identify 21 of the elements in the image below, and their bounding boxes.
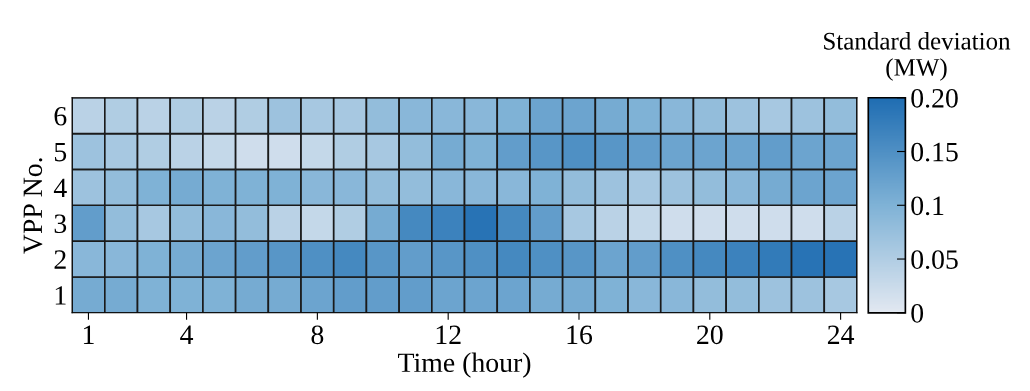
x-tick-label: 24 [827, 325, 855, 344]
x-tick-label: 16 [567, 325, 593, 345]
color-bar-label: 0.1 [911, 196, 944, 216]
y-tick-label: 5 [54, 142, 67, 162]
x-tick-label: 20 [697, 325, 723, 345]
y-axis-title: VPP No. [23, 158, 43, 254]
x-tick-label: 1 [83, 325, 94, 344]
x-tick-label: 4 [180, 325, 194, 344]
x-tick-label: 8 [311, 325, 324, 345]
color-bar-label: 0.05 [911, 250, 958, 270]
color-bar-title: Standard deviation (MW) [824, 32, 1011, 81]
x-tick-label: 12 [436, 325, 461, 344]
y-tick-label: 2 [54, 250, 66, 269]
color-bar-label: 0 [911, 303, 924, 323]
y-tick-label: 4 [53, 178, 67, 197]
color-bar-label: 0.15 [911, 142, 958, 162]
y-tick-label: 1 [55, 286, 66, 305]
y-tick-label: 3 [54, 214, 67, 234]
y-tick-label: 6 [54, 106, 67, 126]
color-bar-label: 0.20 [911, 88, 958, 108]
x-axis-title: Time (hour) [398, 352, 531, 378]
